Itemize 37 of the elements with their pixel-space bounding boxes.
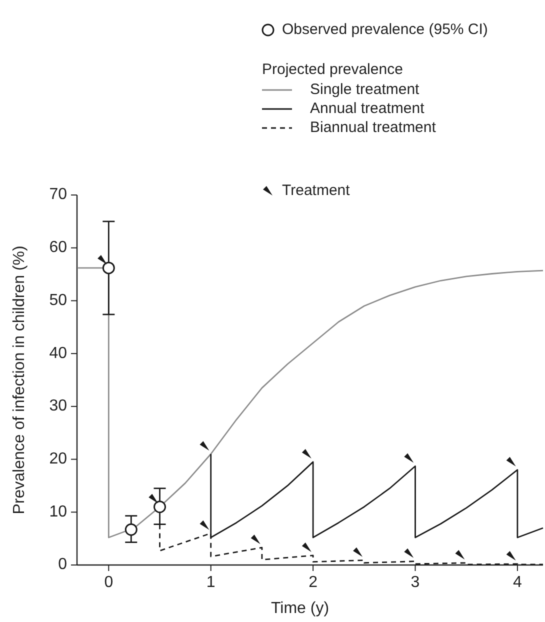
legend-label: Treatment (282, 182, 351, 199)
x-tick-label: 4 (512, 574, 522, 591)
point (353, 547, 363, 557)
x-tick-label: 2 (308, 574, 318, 591)
y-tick-label: 70 (49, 186, 68, 204)
legend-label: Observed prevalence (95% CI) (282, 20, 488, 38)
legend-label: Annual treatment (310, 100, 426, 117)
x-tick-label: 0 (104, 574, 114, 591)
y-tick-label: 30 (49, 398, 68, 415)
point (200, 520, 210, 530)
y-tick-label: 20 (49, 450, 68, 468)
legend-label: Single treatment (310, 80, 420, 98)
x-tick-label: 3 (410, 574, 420, 591)
y-axis-title: Prevalence of infection in children (%) (11, 246, 28, 514)
y-tick-label: 60 (49, 239, 68, 256)
legend-title: Projected prevalence (262, 60, 403, 78)
point (506, 456, 516, 466)
point (455, 550, 465, 560)
point (404, 548, 414, 558)
x-axis-title: Time (y) (270, 600, 330, 617)
point (404, 453, 414, 463)
point (124, 523, 138, 536)
point (302, 449, 312, 458)
point (506, 551, 516, 561)
point (102, 262, 115, 274)
point (148, 494, 158, 504)
point (200, 441, 210, 451)
point (302, 542, 312, 552)
point (154, 500, 166, 514)
y-tick-label: 40 (49, 344, 68, 362)
point (250, 534, 260, 544)
legend-label: Biannual treatment (310, 118, 437, 136)
x-tick-label: 1 (206, 574, 216, 591)
y-tick-label: 0 (58, 556, 68, 574)
y-tick-label: 10 (49, 503, 68, 520)
y-tick-label: 50 (49, 292, 68, 309)
point (98, 255, 108, 265)
